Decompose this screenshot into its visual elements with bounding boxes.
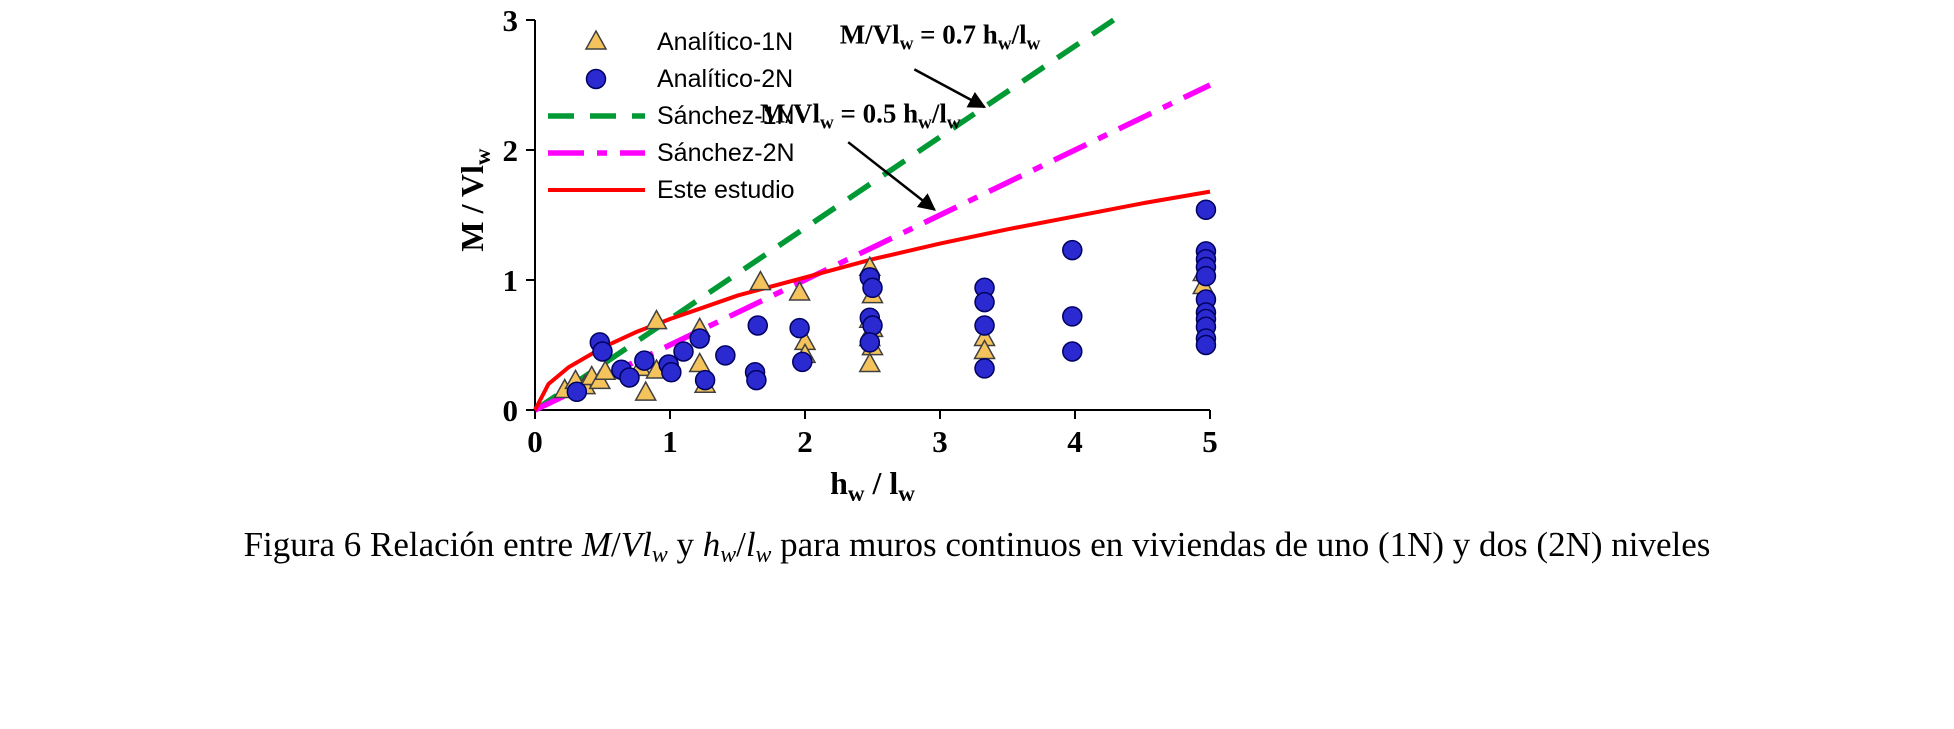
x-tick-label: 3	[932, 424, 948, 459]
annotation-arrow	[913, 68, 987, 109]
circle-marker	[974, 291, 995, 313]
line-este-estudio	[533, 189, 1211, 411]
triangle-marker	[593, 359, 617, 381]
annotation-text: M/Vlw = 0.5 hw/lw	[760, 99, 961, 134]
circle-marker	[634, 350, 655, 371]
caption-segment: w	[720, 541, 737, 568]
x-tick-label: 1	[662, 424, 678, 459]
x-tick-label: 4	[1067, 424, 1083, 459]
circle-marker	[673, 341, 694, 362]
y-tick-label: 2	[503, 133, 519, 168]
triangle-marker	[858, 351, 882, 373]
circle-marker	[792, 351, 813, 373]
circle-marker	[862, 315, 883, 336]
legend-item-analitico-2n: Analítico-2N	[585, 65, 793, 93]
circle-marker	[747, 315, 768, 336]
legend-label: Analítico-1N	[657, 28, 793, 56]
circle-marker	[974, 358, 995, 379]
triangle-marker	[584, 29, 608, 50]
circle-marker	[715, 345, 736, 366]
annotation-arrow	[847, 141, 936, 211]
circle-marker	[689, 328, 710, 349]
legend-item-analitico-1n: Analítico-1N	[584, 28, 793, 56]
caption-segment: para muros continuos en viviendas de uno…	[771, 525, 1711, 564]
y-tick-label: 3	[503, 3, 519, 38]
x-tick-label: 2	[797, 424, 813, 459]
circle-marker	[1195, 265, 1217, 287]
x-axis-title: hw / lw	[830, 465, 915, 506]
series-analitico-1n	[553, 255, 1215, 401]
legend-label: Analítico-2N	[657, 65, 793, 93]
series-analitico-2n	[566, 199, 1217, 403]
circle-marker	[859, 332, 881, 353]
caption-segment: y	[667, 525, 703, 564]
legend-item-sanchez-1n: Sánchez-1N	[548, 102, 795, 130]
caption-segment: w	[651, 541, 668, 568]
y-tick-label: 0	[503, 393, 519, 428]
caption-segment: l	[745, 525, 756, 564]
circle-marker	[974, 315, 995, 336]
legend-label: Sánchez-1N	[657, 102, 795, 130]
legend-item-este-estudio: Este estudio	[548, 176, 795, 204]
series-este-estudio	[533, 189, 1211, 411]
circle-marker	[1195, 334, 1217, 356]
caption-segment: h	[702, 525, 721, 564]
caption-segment: Vl	[620, 525, 652, 564]
triangle-marker	[688, 351, 711, 373]
legend: Analítico-1N Analítico-2N Sánchez-1N Sánche…	[548, 28, 795, 204]
series-sanchez-1n	[533, 17, 1116, 413]
circle-marker	[1062, 239, 1083, 261]
legend-label: Este estudio	[657, 176, 795, 204]
circle-marker	[592, 341, 613, 362]
caption-segment: Figura 6 Relación entre	[243, 525, 582, 564]
circle-marker	[1195, 199, 1217, 221]
circle-marker	[1062, 306, 1083, 327]
circle-marker	[585, 68, 607, 90]
caption-segment: M	[581, 525, 611, 564]
annotations: M/Vlw = 0.7 hw/lw M/Vlw = 0.5 hw/lw	[760, 19, 1041, 211]
x-tick-label: 5	[1202, 424, 1218, 459]
line-sanchez-1n	[533, 17, 1116, 413]
legend-label: Sánchez-2N	[657, 139, 795, 167]
caption-segment: /	[610, 525, 621, 564]
circle-marker	[661, 362, 682, 383]
axes: 0 1 2 3 4 5 0 1 2 3 hw / lw M / Vlw	[454, 3, 1218, 507]
circle-marker	[619, 367, 640, 388]
triangle-marker	[645, 309, 668, 330]
figure-caption: Figura 6 Relación entre M/Vlw y hw/lw pa…	[0, 525, 1954, 569]
annotation-text: M/Vlw = 0.7 hw/lw	[840, 19, 1041, 54]
triangle-marker	[749, 270, 772, 291]
circle-marker	[1062, 341, 1083, 362]
circle-marker	[862, 277, 883, 299]
legend-item-sanchez-2n: Sánchez-2N	[548, 139, 795, 167]
caption-segment: w	[755, 541, 772, 568]
circle-marker	[746, 369, 767, 391]
circle-marker	[789, 317, 810, 339]
y-axis-title: M / Vlw	[454, 148, 495, 252]
y-tick-label: 1	[503, 263, 519, 298]
circle-marker	[566, 381, 588, 403]
triangle-marker	[788, 280, 811, 301]
triangle-marker	[634, 380, 657, 401]
circle-marker	[694, 369, 716, 391]
x-tick-label: 0	[527, 424, 543, 459]
caption-segment: /	[736, 525, 746, 564]
